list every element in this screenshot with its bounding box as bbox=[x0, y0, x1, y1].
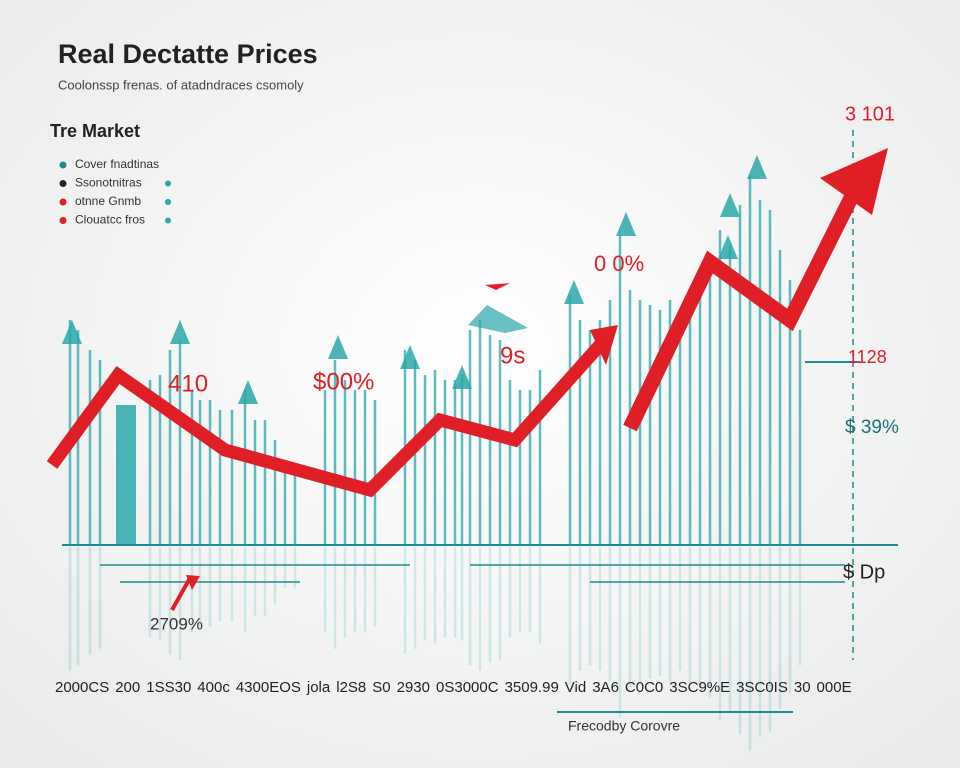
x-tick-label: 400c bbox=[197, 679, 230, 696]
arrow-head bbox=[820, 148, 888, 215]
bar-arrow bbox=[400, 345, 420, 369]
bar bbox=[116, 405, 136, 545]
arrow-head bbox=[590, 325, 618, 365]
x-tick-label: 200 bbox=[115, 679, 140, 696]
subtitle: Coolonssp frenas. of atadndraces csomoly bbox=[58, 77, 304, 92]
legend-dot bbox=[165, 180, 171, 187]
bar-arrow bbox=[238, 380, 258, 404]
flag bbox=[485, 283, 510, 290]
legend-label: Ssonotnitras bbox=[75, 176, 142, 190]
legend-dot bbox=[59, 198, 67, 206]
annotation: 410 bbox=[168, 370, 208, 397]
legend-label: otnne Gnmb bbox=[75, 194, 141, 208]
legend-dot bbox=[59, 180, 67, 187]
annotation: 2709% bbox=[150, 614, 203, 633]
x-tick-label: 2930 bbox=[397, 679, 430, 696]
annotations: 410 $00% 9s 0 0% 3 101 1128 $ 39% $ Dp 2709% bbox=[150, 103, 899, 633]
x-tick-label: 4300EOS bbox=[236, 679, 301, 696]
x-tick-label: 3SC0IS bbox=[736, 679, 788, 696]
arrow-head bbox=[186, 575, 200, 590]
bar-arrow bbox=[452, 365, 472, 389]
x-tick-label: S0 bbox=[372, 679, 390, 696]
legend-dot bbox=[165, 217, 171, 224]
legend-dot bbox=[59, 217, 67, 224]
x-tick-label: 3509.99 bbox=[505, 679, 559, 696]
bar-arrow bbox=[720, 193, 740, 217]
x-tick-label: 3A6 bbox=[592, 679, 619, 696]
bar-arrow bbox=[564, 280, 584, 304]
x-tick-label: 2000CS bbox=[55, 679, 109, 696]
x-tick-label: l2S8 bbox=[336, 679, 366, 696]
annotation: 9s bbox=[500, 342, 525, 369]
trend-line bbox=[46, 340, 605, 498]
x-tick-label: C0C0 bbox=[625, 679, 663, 696]
annotation: $ Dp bbox=[843, 561, 885, 583]
legend-dot bbox=[59, 161, 67, 169]
annotation: 3 101 bbox=[845, 103, 895, 125]
annotation: 0 0% bbox=[594, 251, 644, 276]
x-tick-label: 000E bbox=[817, 679, 852, 696]
legend-dot bbox=[165, 199, 171, 205]
bar-arrow bbox=[718, 235, 738, 259]
bar-arrow bbox=[747, 155, 767, 179]
legend-title: Tre Market bbox=[50, 121, 140, 141]
x-tick-label: 1SS30 bbox=[146, 679, 191, 696]
annotation: $ 39% bbox=[845, 417, 899, 438]
bar-arrow bbox=[170, 320, 190, 344]
annotation: 1128 bbox=[848, 347, 887, 367]
caption: Frecodby Corovre bbox=[568, 718, 680, 734]
x-tick-label: jola bbox=[306, 679, 331, 696]
annotation: $00% bbox=[313, 368, 374, 395]
bar-arrow bbox=[468, 305, 528, 333]
small-arrow bbox=[170, 577, 192, 611]
title: Real Dectatte Prices bbox=[58, 39, 318, 69]
bar-arrow bbox=[62, 320, 82, 344]
x-tick-label: 3SC9%E bbox=[669, 679, 730, 696]
bar-arrow bbox=[328, 335, 348, 359]
legend-label: Cover fnadtinas bbox=[75, 157, 159, 171]
x-tick-label: 30 bbox=[794, 679, 811, 696]
x-tick-label: 0S3000C bbox=[436, 679, 499, 696]
legend-label: Clouatcc fros bbox=[75, 213, 145, 227]
x-tick-label: Vid bbox=[565, 679, 586, 696]
bar-arrow bbox=[616, 212, 636, 236]
trend-line bbox=[623, 186, 862, 432]
